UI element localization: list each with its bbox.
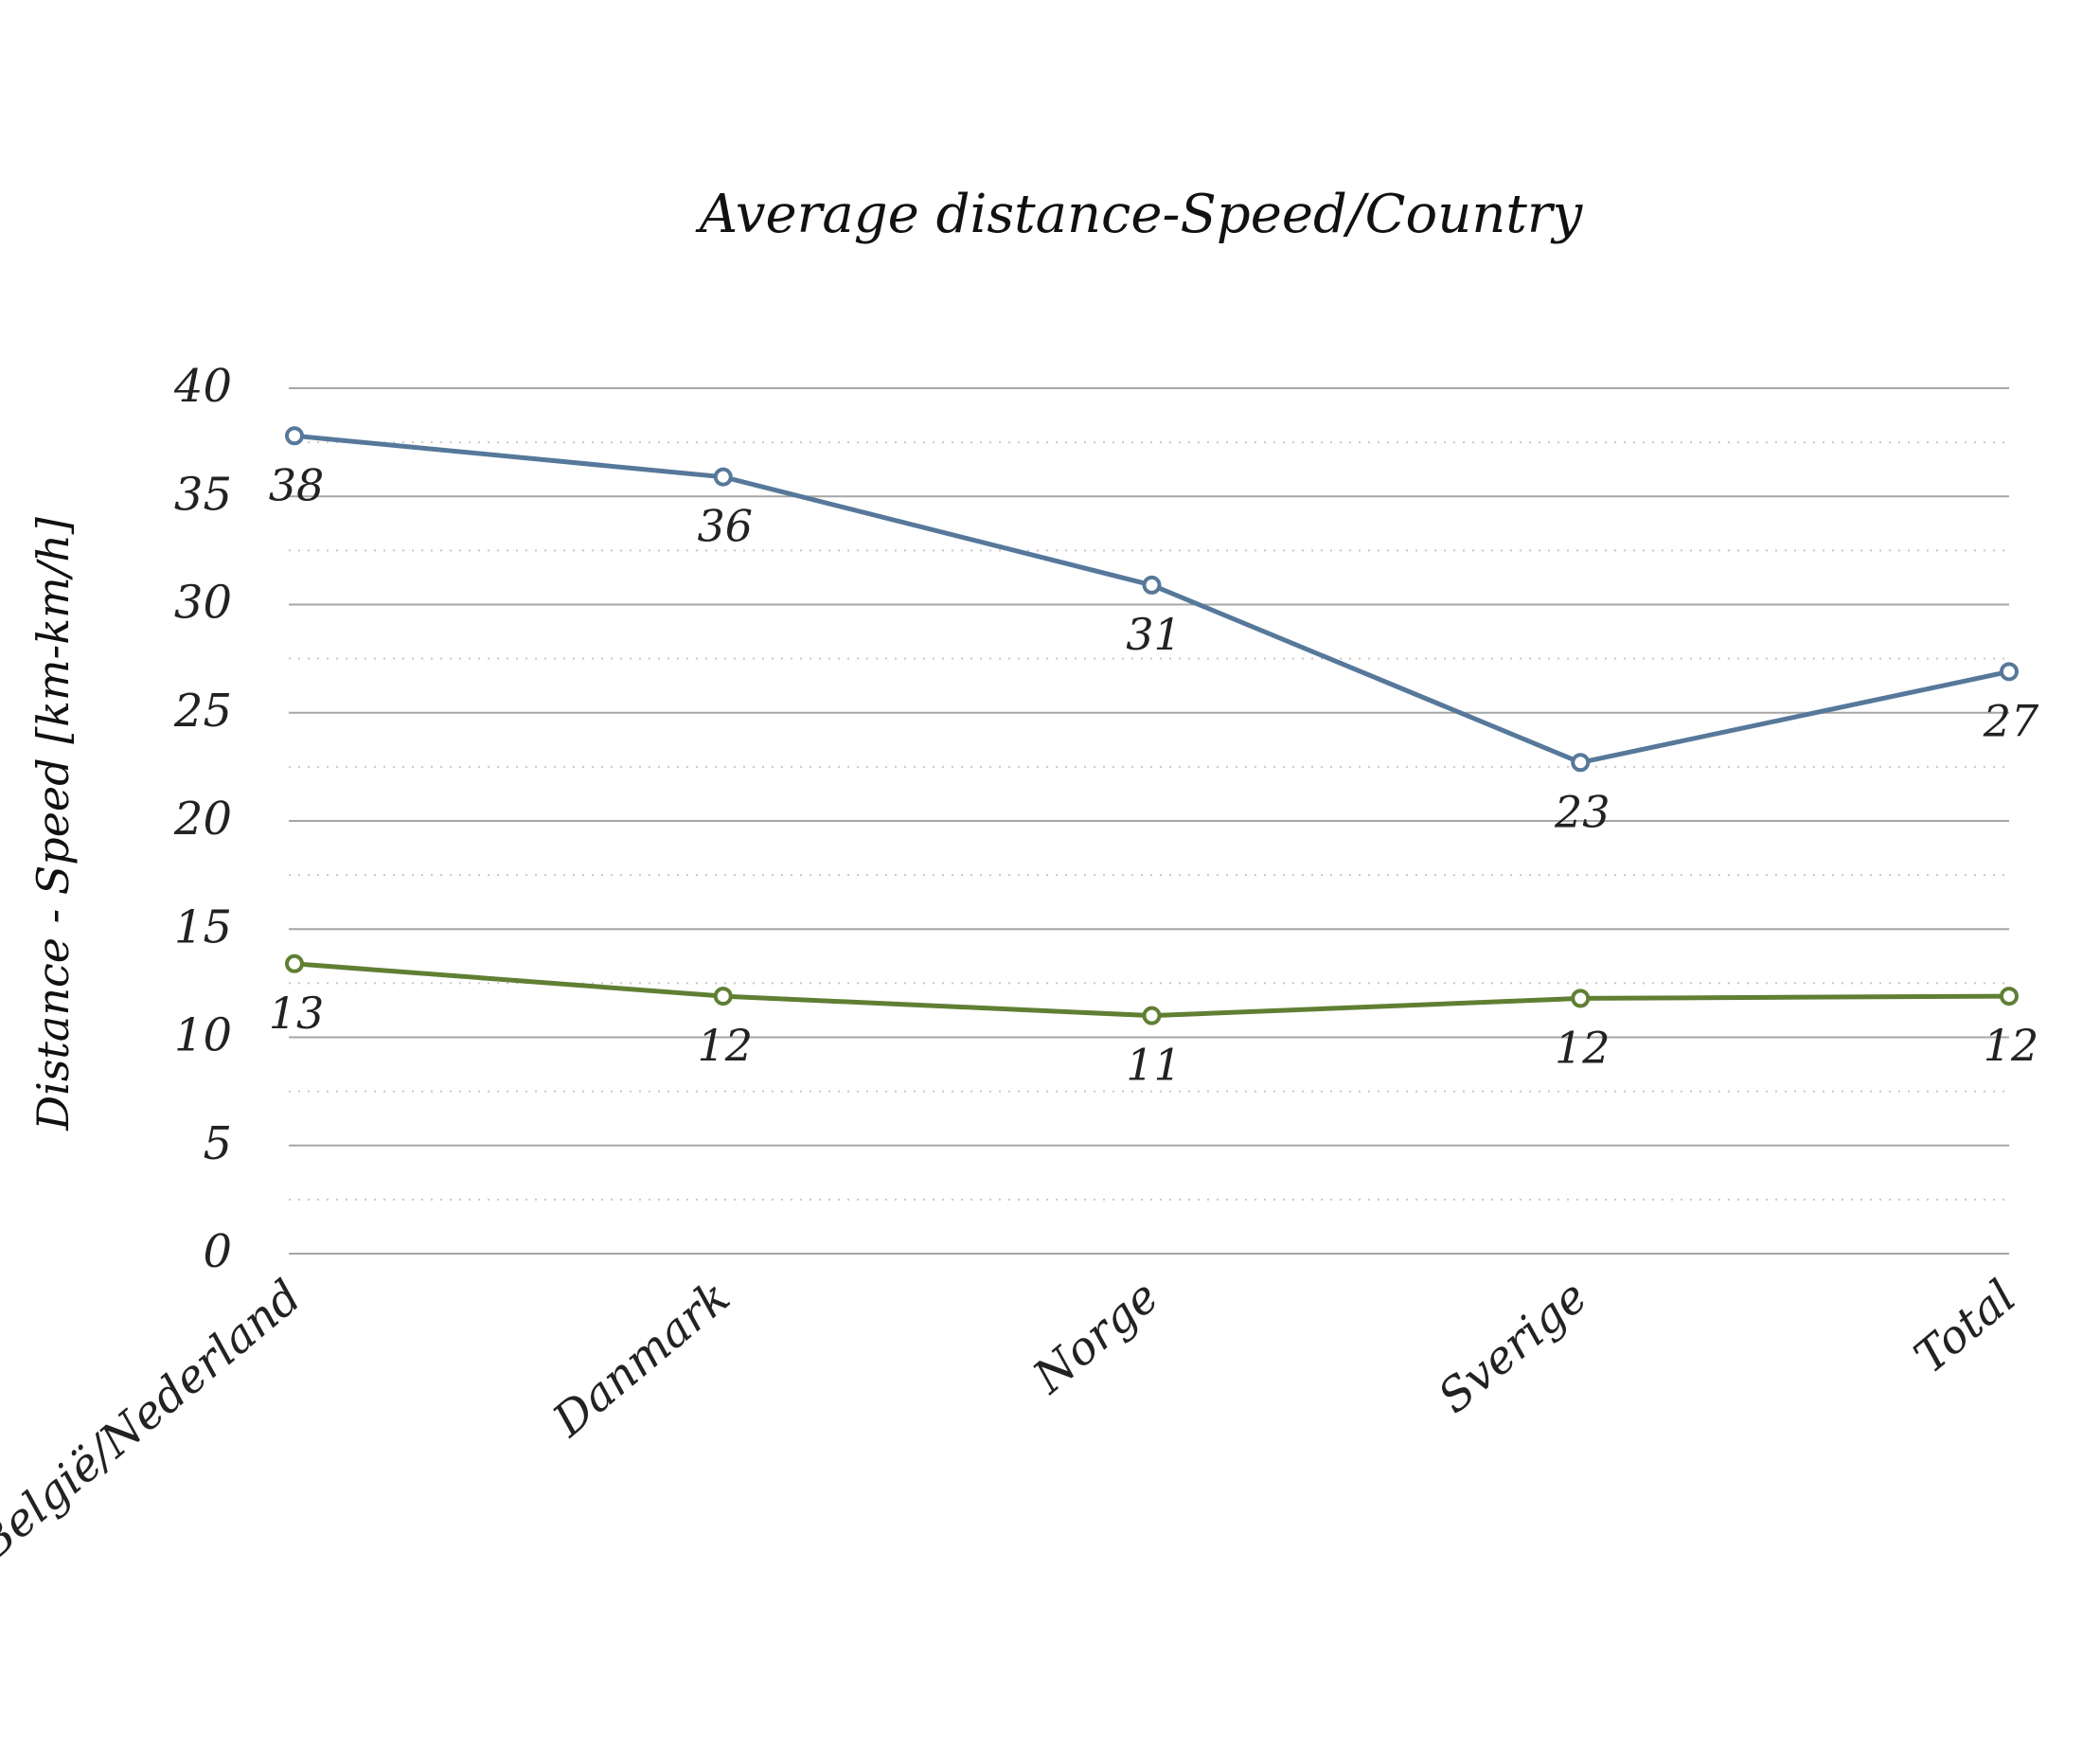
y-tick-label: 40 [173, 360, 232, 413]
data-label: 38 [269, 459, 325, 510]
y-tick-label: 20 [173, 793, 232, 846]
chart-title: Average distance-Speed/Country [695, 184, 1584, 245]
y-tick-label: 0 [203, 1225, 232, 1278]
y-tick-label: 30 [174, 577, 232, 630]
data-point [285, 953, 304, 973]
data-label: 23 [1554, 786, 1611, 837]
data-label: 36 [697, 501, 753, 552]
y-tick-label: 15 [174, 900, 232, 953]
data-point [1142, 1006, 1162, 1025]
data-label: 27 [1983, 695, 2039, 746]
x-tick-label: België/Nederland [0, 1270, 311, 1572]
data-point [2000, 662, 2019, 682]
x-tick-label: Total [1904, 1270, 2025, 1383]
data-label: 12 [1555, 1022, 1611, 1073]
data-label: 13 [269, 988, 325, 1039]
series-2: 13 12 11 12 12 [269, 953, 2039, 1091]
data-point [713, 987, 733, 1007]
data-label: 31 [1126, 609, 1182, 660]
y-tick-label: 10 [174, 1009, 232, 1062]
data-point [1142, 575, 1162, 595]
y-tick-label: 25 [173, 685, 232, 738]
data-label: 12 [1984, 1020, 2039, 1071]
y-axis-label: Distance - Speed [km-km/h] [27, 517, 79, 1131]
data-point [285, 426, 304, 446]
data-label: 12 [697, 1020, 753, 1071]
series-layer: 38 36 31 23 27 13 12 11 12 12 [269, 426, 2039, 1091]
series-1: 38 36 31 23 27 [269, 426, 2039, 837]
x-tick-label: Norge [1023, 1270, 1168, 1404]
y-axis-ticks: 0 5 10 15 20 25 30 35 40 [173, 360, 232, 1278]
data-point [2000, 987, 2019, 1007]
y-tick-label: 35 [174, 468, 232, 521]
x-tick-label: Sverige [1429, 1270, 1597, 1423]
data-point [1571, 989, 1591, 1008]
x-axis-ticks: België/Nederland Danmark Norge Sverige Total [0, 1270, 2026, 1572]
data-point [713, 467, 733, 487]
data-point [1571, 753, 1591, 773]
x-tick-label: Danmark [543, 1270, 739, 1448]
data-label: 11 [1126, 1040, 1182, 1091]
y-tick-label: 5 [203, 1117, 232, 1170]
gridlines [289, 387, 2009, 1255]
